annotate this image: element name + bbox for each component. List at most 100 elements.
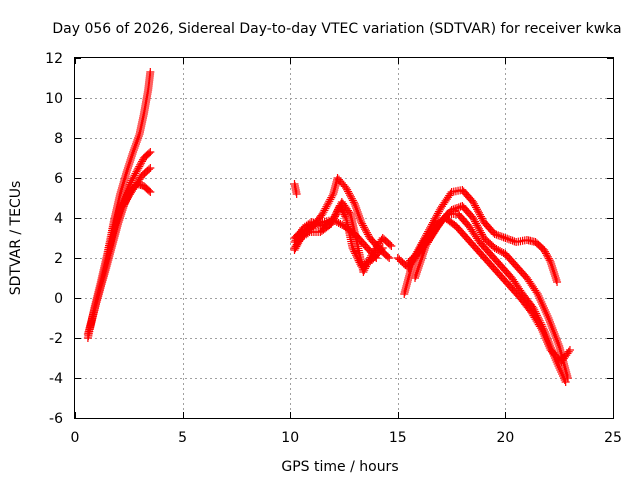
data-point [504, 235, 513, 244]
data-point [415, 260, 424, 268]
data-point [421, 244, 430, 252]
data-point [383, 252, 392, 261]
data-point [145, 186, 154, 195]
data-point [336, 203, 345, 212]
data-point [558, 370, 567, 378]
data-point [544, 338, 553, 346]
data-point [291, 244, 300, 253]
data-point [540, 306, 549, 314]
data-point [547, 322, 556, 330]
data-point [556, 366, 565, 374]
series-track-9 [290, 180, 301, 198]
data-point [529, 304, 538, 312]
data-point [538, 322, 547, 331]
series-track-4 [88, 180, 155, 322]
data-point [350, 247, 359, 256]
series-track-13 [411, 210, 570, 386]
plot-frame [74, 57, 614, 419]
data-point [432, 211, 441, 220]
data-point [359, 268, 368, 276]
data-point [115, 214, 124, 222]
data-point [346, 192, 355, 201]
data-point [115, 216, 124, 224]
data-point [357, 218, 366, 226]
data-point [412, 270, 421, 278]
y-tick-label: 12 [45, 51, 63, 67]
data-point [546, 320, 555, 328]
data-point [325, 197, 334, 206]
data-point [292, 190, 301, 198]
data-point [494, 246, 503, 254]
data-point [549, 350, 558, 358]
data-point [474, 208, 483, 217]
data-point [114, 218, 123, 226]
data-point [123, 164, 132, 172]
data-point [334, 219, 343, 227]
data-point [342, 184, 351, 192]
data-point [348, 244, 357, 252]
x-tick-label: 5 [178, 430, 187, 446]
data-point [543, 252, 552, 261]
data-point [544, 314, 553, 322]
data-point [472, 203, 481, 212]
data-point [124, 162, 133, 170]
data-point [132, 138, 141, 146]
data-point [359, 221, 368, 230]
data-point [322, 202, 331, 211]
data-point [534, 315, 543, 323]
data-point [123, 193, 132, 201]
data-point [565, 346, 574, 354]
data-point [357, 262, 366, 270]
data-point [361, 225, 370, 234]
data-point [548, 324, 557, 332]
data-point [133, 136, 142, 144]
data-point [496, 232, 505, 240]
data-point [327, 218, 336, 227]
data-point [311, 219, 320, 228]
data-point [544, 254, 553, 263]
data-point [536, 296, 545, 304]
data-point [119, 202, 128, 210]
data-point [364, 258, 373, 266]
data-point [131, 169, 140, 178]
data-point [353, 208, 362, 216]
data-point [122, 194, 131, 203]
data-point [416, 258, 425, 266]
data-point [547, 262, 556, 270]
y-axis-label: SDTVAR / TECUs [8, 181, 24, 296]
data-point [290, 246, 299, 254]
data-point [361, 226, 370, 235]
data-point [340, 210, 349, 219]
data-point [327, 220, 336, 228]
data-point [331, 211, 340, 219]
data-point [532, 311, 541, 320]
data-point [294, 239, 303, 248]
data-point [547, 344, 556, 352]
data-point [117, 210, 126, 218]
data-point [119, 204, 128, 212]
data-point [136, 160, 145, 169]
data-point [555, 364, 564, 372]
data-point [323, 200, 332, 209]
data-point [307, 218, 316, 226]
data-point [329, 214, 338, 223]
data-point [530, 305, 539, 314]
data-point [471, 201, 480, 210]
data-point [470, 199, 479, 208]
data-point [497, 232, 506, 241]
data-point [419, 248, 428, 256]
y-tick-label: 0 [54, 291, 63, 307]
data-point [549, 328, 558, 336]
data-point [134, 132, 143, 140]
data-point [545, 316, 554, 324]
data-point [345, 189, 354, 198]
data-point [348, 196, 357, 205]
data-point [537, 298, 546, 306]
data-point [418, 252, 427, 260]
data-point [490, 244, 499, 252]
data-point [535, 294, 544, 302]
data-point [557, 368, 566, 376]
data-point [144, 165, 153, 174]
y-tick-label: 6 [54, 171, 63, 187]
